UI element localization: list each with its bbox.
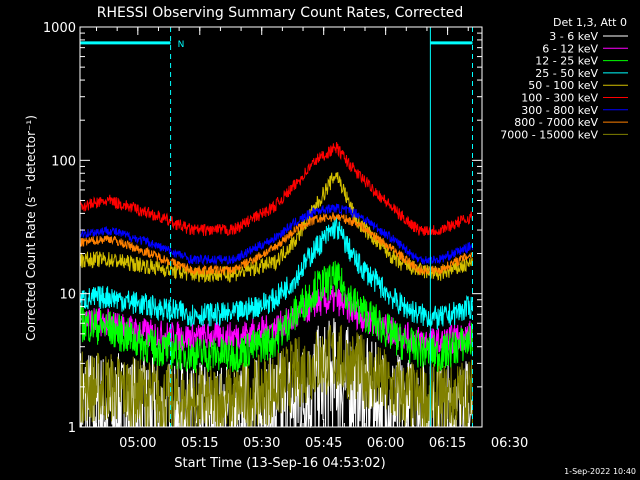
legend-label: 800 - 7000 keV (514, 116, 598, 129)
legend-label: 25 - 50 keV (535, 67, 598, 80)
legend-label: 3 - 6 keV (549, 30, 598, 43)
legend-label: 12 - 25 keV (535, 55, 598, 68)
legend-label: 50 - 100 keV (528, 79, 598, 92)
footer-timestamp: 1-Sep-2022 10:40 (564, 467, 636, 476)
series-line-7000-15000-kev (79, 324, 473, 428)
y-axis-label: Corrected Count Rate (s⁻¹ detector⁻¹) (24, 115, 38, 341)
x-tick-label: 06:15 (429, 436, 466, 451)
series-line-300-800-kev (79, 203, 473, 266)
x-tick-label: 05:30 (243, 436, 280, 451)
x-tick-label: 05:15 (181, 436, 218, 451)
series-line-100-300-kev (79, 142, 473, 237)
legend-title: Det 1,3, Att 0 (553, 16, 627, 29)
x-tick-label: 06:00 (367, 436, 404, 451)
series-line-12-25-kev (79, 260, 473, 374)
x-tick-label: 05:00 (119, 436, 156, 451)
chart-title: RHESSI Observing Summary Count Rates, Co… (97, 5, 463, 21)
y-tick-label: 100 (51, 154, 76, 169)
legend-label: 100 - 300 keV (521, 92, 598, 105)
x-axis-label: Start Time (13-Sep-16 04:53:02) (174, 456, 385, 471)
plot-area: N 05:00 05:15 05:30 05:45 06:00 06:15 06:30 1 10 1… (43, 21, 528, 451)
x-tick-label: 05:45 (305, 436, 342, 451)
plot-frame (79, 26, 483, 428)
y-tick-label: 1000 (43, 21, 76, 36)
series-line-25-50-kev (79, 216, 473, 331)
night-marker-label: N (178, 40, 185, 50)
x-tick-label: 06:30 (491, 436, 528, 451)
y-tick-label: 10 (59, 288, 76, 303)
legend-label: 6 - 12 keV (542, 42, 598, 55)
legend-label: 7000 - 15000 keV (500, 128, 598, 141)
legend-label: 300 - 800 keV (521, 104, 598, 117)
series-line-800-7000-kev (79, 212, 473, 276)
series-line-50-100-kev (79, 172, 473, 284)
y-tick-label: 1 (68, 421, 76, 436)
